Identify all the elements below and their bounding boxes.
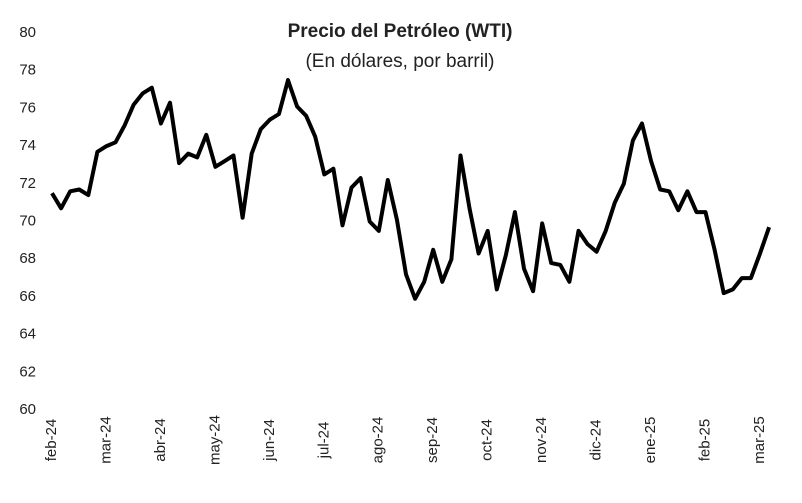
x-tick-label: may-24: [206, 415, 223, 465]
y-tick-label: 68: [19, 250, 36, 267]
x-tick-label: jul-24: [315, 422, 332, 460]
x-tick-label: mar-25: [751, 416, 768, 464]
y-tick-label: 80: [19, 24, 36, 41]
y-tick-label: 74: [19, 137, 36, 154]
y-tick-label: 76: [19, 99, 36, 116]
y-tick-label: 78: [19, 62, 36, 79]
x-tick-label: abr-24: [152, 418, 169, 461]
x-tick-label: sep-24: [424, 417, 441, 463]
x-tick-label: oct-24: [479, 419, 496, 461]
chart-title: Precio del Petróleo (WTI): [288, 21, 513, 42]
x-tick-label: nov-24: [533, 417, 550, 463]
x-tick-label: mar-24: [97, 416, 114, 464]
chart-subtitle: (En dólares, por barril): [305, 51, 494, 72]
x-tick-label: jun-24: [261, 419, 278, 462]
x-tick-label: feb-25: [697, 419, 714, 462]
y-tick-label: 72: [19, 175, 36, 192]
y-tick-label: 62: [19, 363, 36, 380]
x-tick-label: feb-24: [43, 419, 60, 462]
y-tick-label: 64: [19, 326, 36, 343]
y-tick-label: 66: [19, 288, 36, 305]
y-tick-label: 70: [19, 212, 36, 229]
line: [50, 78, 771, 301]
x-tick-label: ago-24: [370, 417, 387, 464]
x-tick-label: dic-24: [588, 420, 605, 461]
y-tick-label: 60: [19, 401, 36, 418]
x-tick-label: ene-25: [642, 417, 659, 464]
